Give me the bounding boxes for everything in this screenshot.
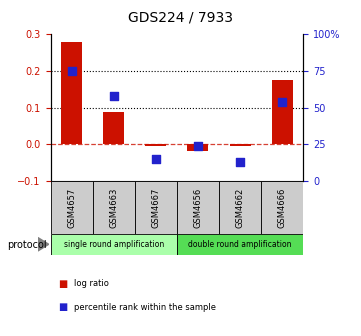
Text: GSM4663: GSM4663 xyxy=(109,187,118,228)
Bar xyxy=(51,181,93,234)
Bar xyxy=(135,181,177,234)
Bar xyxy=(219,181,261,234)
Bar xyxy=(230,144,251,146)
Text: protocol: protocol xyxy=(7,240,47,250)
Point xyxy=(279,99,285,104)
Text: percentile rank within the sample: percentile rank within the sample xyxy=(74,303,216,312)
Text: GDS224 / 7933: GDS224 / 7933 xyxy=(128,10,233,24)
Text: GSM4662: GSM4662 xyxy=(236,187,244,227)
Bar xyxy=(261,181,303,234)
Bar xyxy=(61,42,82,144)
Point xyxy=(237,160,243,165)
Text: single round amplification: single round amplification xyxy=(64,240,164,249)
Text: ■: ■ xyxy=(58,279,67,289)
Text: ■: ■ xyxy=(58,302,67,312)
Bar xyxy=(51,234,177,255)
Text: double round amplification: double round amplification xyxy=(188,240,292,249)
Bar xyxy=(177,181,219,234)
Text: GSM4667: GSM4667 xyxy=(151,187,160,228)
Bar xyxy=(187,144,208,151)
Bar xyxy=(177,234,303,255)
Text: GSM4666: GSM4666 xyxy=(278,187,287,228)
Text: log ratio: log ratio xyxy=(74,280,109,288)
Point xyxy=(111,93,117,98)
Point xyxy=(153,157,159,162)
Point xyxy=(195,143,201,149)
Bar xyxy=(271,80,293,144)
Point xyxy=(69,68,74,73)
Polygon shape xyxy=(38,238,49,251)
Text: GSM4657: GSM4657 xyxy=(67,187,76,227)
Bar xyxy=(93,181,135,234)
Bar xyxy=(103,112,124,144)
Text: GSM4656: GSM4656 xyxy=(193,187,203,227)
Bar xyxy=(145,144,166,146)
